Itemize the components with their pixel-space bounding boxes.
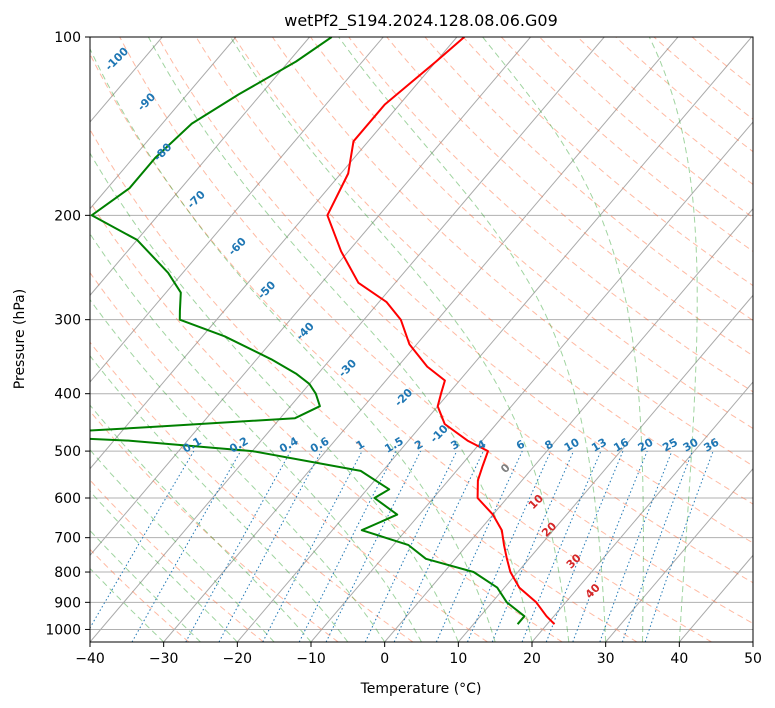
- x-tick-label: −40: [75, 651, 105, 667]
- isotherm-line: [531, 381, 753, 642]
- moist-adiabat-line: [90, 152, 459, 642]
- x-tick-label: 30: [597, 651, 615, 667]
- dewpoint-profile-line: [90, 37, 526, 625]
- moist-adiabat-line: [90, 298, 386, 642]
- mixing-ratio-line: [621, 450, 693, 642]
- dry-adiabat-line: [310, 37, 753, 430]
- mixing-ratio-line: [218, 450, 322, 642]
- mixing-ratio-line: [325, 450, 422, 642]
- mixing-ratio-line: [644, 450, 714, 642]
- moist-adiabat-line: [648, 37, 698, 642]
- y-tick-label: 200: [54, 208, 81, 224]
- grid: [90, 37, 753, 642]
- x-tick-label: 40: [670, 651, 688, 667]
- moist-adiabat-line: [90, 567, 165, 642]
- y-tick-label: 400: [54, 387, 81, 403]
- x-axis-label: Temperature (°C): [360, 681, 482, 697]
- dry-adiabat-line: [90, 271, 488, 642]
- mixing-ratio-line: [491, 450, 574, 642]
- isotherm-line: [236, 37, 752, 642]
- x-tick-label: 10: [449, 651, 467, 667]
- x-tick-label: 50: [744, 651, 762, 667]
- x-tick-label: −30: [149, 651, 179, 667]
- mixing-ratio-line: [521, 450, 602, 642]
- y-tick-label: 800: [54, 565, 81, 581]
- dry-adiabat-line: [90, 128, 638, 642]
- dry-adiabat-line: [119, 37, 753, 624]
- x-tick-label: 0: [380, 651, 389, 667]
- chart-title: wetPf2_S194.2024.128.08.06.G09: [284, 11, 558, 31]
- isotherm-line: [457, 294, 753, 642]
- moist-adiabat-line: [338, 37, 607, 642]
- y-tick-label: 500: [54, 444, 81, 460]
- plot-frame: [89, 36, 754, 643]
- moist-adiabat-line: [90, 47, 496, 642]
- moist-adiabat-line: [90, 355, 349, 642]
- x-tick-label: −10: [296, 651, 326, 667]
- profile-series: [90, 37, 556, 625]
- isotherm-line: [90, 37, 531, 557]
- moist-adiabat-line: [230, 37, 570, 642]
- temperature-profile-line: [326, 37, 556, 625]
- mixing-ratio-line: [435, 450, 523, 642]
- y-tick-label: 700: [54, 531, 81, 547]
- y-tick-label: 900: [54, 595, 81, 611]
- isotherm-line: [90, 37, 458, 470]
- y-tick-label: 1000: [45, 622, 81, 638]
- moist-adiabat-line: [90, 232, 422, 642]
- moist-adiabat-line: [147, 37, 533, 642]
- axis-ticks: −40 −30 −20 −10 0 10 20 30 40 50 100 200 300 400 500 60…: [45, 30, 762, 667]
- isotherm-line: [605, 467, 753, 642]
- moist-adiabat-line: [90, 404, 312, 642]
- isotherm-line: [90, 37, 310, 297]
- dry-adiabat-line: [90, 479, 264, 642]
- dry-adiabat-line: [271, 37, 753, 467]
- isotherm-line: [90, 37, 605, 642]
- dry-adiabat-line: [462, 37, 753, 287]
- mixing-ratio-line: [572, 450, 648, 642]
- mixing-ratio-line: [545, 450, 624, 642]
- mixing-ratio-line: [467, 450, 552, 642]
- y-tick-label: 300: [54, 313, 81, 329]
- y-axis-label: Pressure (hPa): [12, 289, 28, 389]
- y-tick-label: 100: [54, 30, 81, 46]
- reference-lines: [90, 37, 753, 642]
- dry-adiabat-line: [90, 53, 712, 642]
- x-tick-label: 20: [523, 651, 541, 667]
- mixing-ratio-line: [298, 450, 397, 642]
- mixing-ratio-line: [185, 450, 292, 642]
- dry-adiabat-line: [90, 341, 414, 642]
- y-tick-label: 600: [54, 491, 81, 507]
- mixing-ratio-line: [599, 450, 673, 642]
- dry-adiabat-line: [233, 37, 753, 505]
- dry-adiabat-line: [348, 37, 753, 393]
- isotherm-line: [384, 207, 753, 642]
- dry-adiabat-line: [157, 37, 753, 584]
- moist-adiabat-line: [482, 37, 644, 642]
- isotherm-line: [90, 37, 237, 210]
- dry-adiabat-line: [195, 37, 753, 544]
- dry-adiabat-line: [90, 548, 190, 642]
- isotherm-line: [163, 37, 679, 642]
- x-tick-label: −20: [223, 651, 253, 667]
- dry-adiabat-line: [90, 201, 563, 642]
- isotherm-line: [90, 37, 384, 383]
